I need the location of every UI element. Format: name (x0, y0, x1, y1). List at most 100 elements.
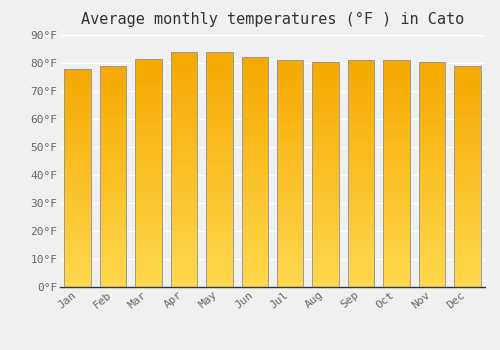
Bar (383, 97, 409, 100)
Bar (100, 124, 126, 127)
Bar (454, 201, 480, 204)
Bar (64, 224, 91, 227)
Bar (418, 172, 445, 174)
Bar (277, 86, 303, 89)
Bar (206, 181, 233, 184)
Bar (170, 270, 197, 272)
Bar (206, 90, 233, 93)
Bar (170, 202, 197, 205)
Bar (348, 205, 374, 208)
Bar (206, 196, 233, 199)
Bar (136, 256, 162, 258)
Bar (100, 196, 126, 198)
Bar (277, 83, 303, 86)
Bar (277, 69, 303, 71)
Bar (454, 160, 480, 162)
Bar (100, 220, 126, 223)
Bar (206, 131, 233, 134)
Bar (206, 128, 233, 131)
Bar (383, 148, 409, 151)
Bar (100, 182, 126, 185)
Bar (206, 169, 233, 172)
Bar (312, 256, 339, 259)
Bar (64, 249, 91, 252)
Bar (418, 101, 445, 104)
Bar (100, 135, 126, 138)
Bar (418, 152, 445, 155)
Bar (312, 78, 339, 81)
Bar (312, 135, 339, 138)
Bar (418, 231, 445, 233)
Bar (383, 162, 409, 165)
Bar (206, 231, 233, 234)
Bar (312, 149, 339, 152)
Bar (277, 171, 303, 174)
Bar (100, 212, 126, 215)
Bar (64, 262, 91, 265)
Bar (277, 128, 303, 131)
Bar (312, 273, 339, 276)
Bar (348, 100, 374, 103)
Bar (100, 66, 126, 69)
Bar (277, 194, 303, 196)
Bar (418, 250, 445, 253)
Bar (242, 204, 268, 206)
Bar (206, 161, 233, 163)
Bar (277, 276, 303, 279)
Bar (100, 210, 126, 212)
Bar (100, 69, 126, 71)
Bar (170, 108, 197, 111)
Bar (64, 175, 91, 178)
Bar (418, 222, 445, 225)
Bar (418, 180, 445, 183)
Bar (64, 257, 91, 260)
Bar (64, 227, 91, 230)
Bar (312, 214, 339, 217)
Bar (136, 213, 162, 216)
Bar (348, 128, 374, 131)
Bar (454, 124, 480, 127)
Bar (277, 159, 303, 162)
Bar (454, 279, 480, 281)
Bar (312, 138, 339, 140)
Bar (206, 278, 233, 281)
Bar (418, 267, 445, 270)
Bar (206, 87, 233, 90)
Bar (277, 114, 303, 117)
Bar (242, 195, 268, 198)
Bar (418, 276, 445, 279)
Bar (206, 225, 233, 228)
Bar (206, 237, 233, 240)
Bar (418, 129, 445, 132)
Bar (454, 259, 480, 262)
Bar (454, 220, 480, 223)
Bar (277, 241, 303, 244)
Bar (383, 60, 409, 287)
Bar (383, 151, 409, 154)
Bar (242, 112, 268, 115)
Bar (312, 276, 339, 279)
Bar (312, 67, 339, 70)
Bar (206, 266, 233, 270)
Bar (348, 71, 374, 74)
Bar (454, 118, 480, 121)
Bar (136, 184, 162, 187)
Bar (454, 96, 480, 99)
Bar (242, 178, 268, 181)
Bar (100, 234, 126, 237)
Bar (64, 145, 91, 148)
Bar (64, 140, 91, 142)
Bar (418, 104, 445, 107)
Bar (170, 149, 197, 152)
Bar (312, 202, 339, 205)
Bar (136, 119, 162, 121)
Bar (383, 171, 409, 174)
Bar (454, 168, 480, 171)
Bar (242, 175, 268, 178)
Bar (242, 98, 268, 100)
Bar (136, 238, 162, 242)
Bar (348, 145, 374, 148)
Bar (348, 131, 374, 134)
Bar (170, 252, 197, 255)
Bar (136, 104, 162, 107)
